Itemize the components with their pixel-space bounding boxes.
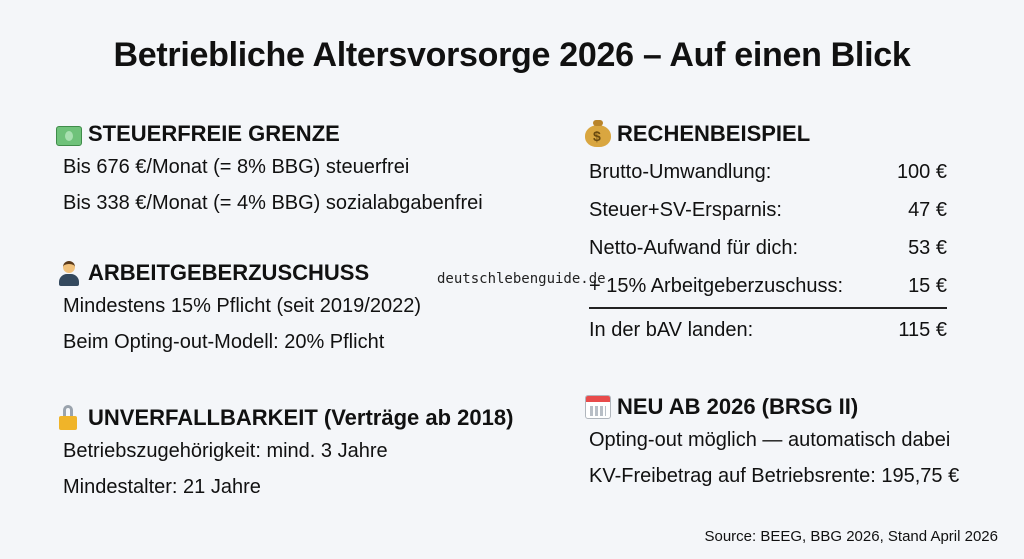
calc-value: 47 € xyxy=(908,199,947,221)
source-note: Source: BEEG, BBG 2026, Stand April 2026 xyxy=(704,528,998,545)
section-header: UNVERFALLBARKEIT (Verträge ab 2018) xyxy=(56,403,513,433)
info-line: Beim Opting-out-Modell: 20% Pflicht xyxy=(63,331,385,353)
section-header: NEU AB 2026 (BRSG II) xyxy=(585,392,959,422)
calc-label: + 15% Arbeitgeberzuschuss: xyxy=(589,275,844,297)
calc-row: Brutto-Umwandlung: 100 € xyxy=(585,153,947,191)
banknote-icon xyxy=(56,125,82,146)
section-unverfallbarkeit: UNVERFALLBARKEIT (Verträge ab 2018) Betr… xyxy=(56,403,513,505)
info-line: Betriebszugehörigkeit: mind. 3 Jahre xyxy=(63,440,388,462)
total-label: In der bAV landen: xyxy=(589,319,754,341)
calc-value: 53 € xyxy=(908,237,947,259)
section-steuerfreie-grenze: STEUERFREIE GRENZE Bis 676 €/Monat (= 8%… xyxy=(56,119,483,221)
section-header: RECHENBEISPIEL xyxy=(585,119,947,149)
businessman-icon xyxy=(56,260,82,286)
section-heading: ARBEITGEBERZUSCHUSS xyxy=(88,260,370,285)
page-title: Betriebliche Altersvorsorge 2026 – Auf e… xyxy=(113,36,911,74)
section-neu-ab-2026: NEU AB 2026 (BRSG II) Opting-out möglich… xyxy=(585,392,959,494)
sum-divider xyxy=(589,307,947,309)
calendar-icon xyxy=(585,395,611,419)
calc-label: Brutto-Umwandlung: xyxy=(589,161,772,183)
info-line: Bis 676 €/Monat (= 8% BBG) steuerfrei xyxy=(63,156,410,178)
section-heading: STEUERFREIE GRENZE xyxy=(88,121,340,146)
section-heading: RECHENBEISPIEL xyxy=(617,121,811,146)
calc-row: + 15% Arbeitgeberzuschuss: 15 € xyxy=(585,267,947,305)
section-heading: UNVERFALLBARKEIT (Verträge ab 2018) xyxy=(88,405,514,430)
calc-value: 100 € xyxy=(896,161,947,183)
calc-label: Steuer+SV-Ersparnis: xyxy=(589,199,782,221)
info-line: Mindestens 15% Pflicht (seit 2019/2022) xyxy=(63,295,421,317)
section-arbeitgeberzuschuss: ARBEITGEBERZUSCHUSS Mindestens 15% Pflic… xyxy=(56,258,421,360)
money-bag-icon xyxy=(585,120,611,147)
info-line: Mindestalter: 21 Jahre xyxy=(63,476,261,498)
calc-row: Netto-Aufwand für dich: 53 € xyxy=(585,229,947,267)
section-header: ARBEITGEBERZUSCHUSS xyxy=(56,258,421,288)
section-rechenbeispiel: RECHENBEISPIEL Brutto-Umwandlung: 100 € … xyxy=(585,119,947,349)
section-heading: NEU AB 2026 (BRSG II) xyxy=(617,394,859,419)
total-value: 115 € xyxy=(898,319,947,341)
calc-value: 15 € xyxy=(908,275,947,297)
watermark: deutschlebenguide.de xyxy=(437,271,606,287)
unlocked-lock-icon xyxy=(56,405,82,431)
section-header: STEUERFREIE GRENZE xyxy=(56,119,483,149)
calc-row: Steuer+SV-Ersparnis: 47 € xyxy=(585,191,947,229)
calc-label: Netto-Aufwand für dich: xyxy=(589,237,798,259)
info-line: KV-Freibetrag auf Betriebsrente: 195,75 … xyxy=(589,465,960,487)
info-line: Opting-out möglich — automatisch dabei xyxy=(589,429,951,451)
info-line: Bis 338 €/Monat (= 4% BBG) sozialabgaben… xyxy=(63,192,483,214)
calc-total-row: In der bAV landen: 115 € xyxy=(585,311,947,349)
